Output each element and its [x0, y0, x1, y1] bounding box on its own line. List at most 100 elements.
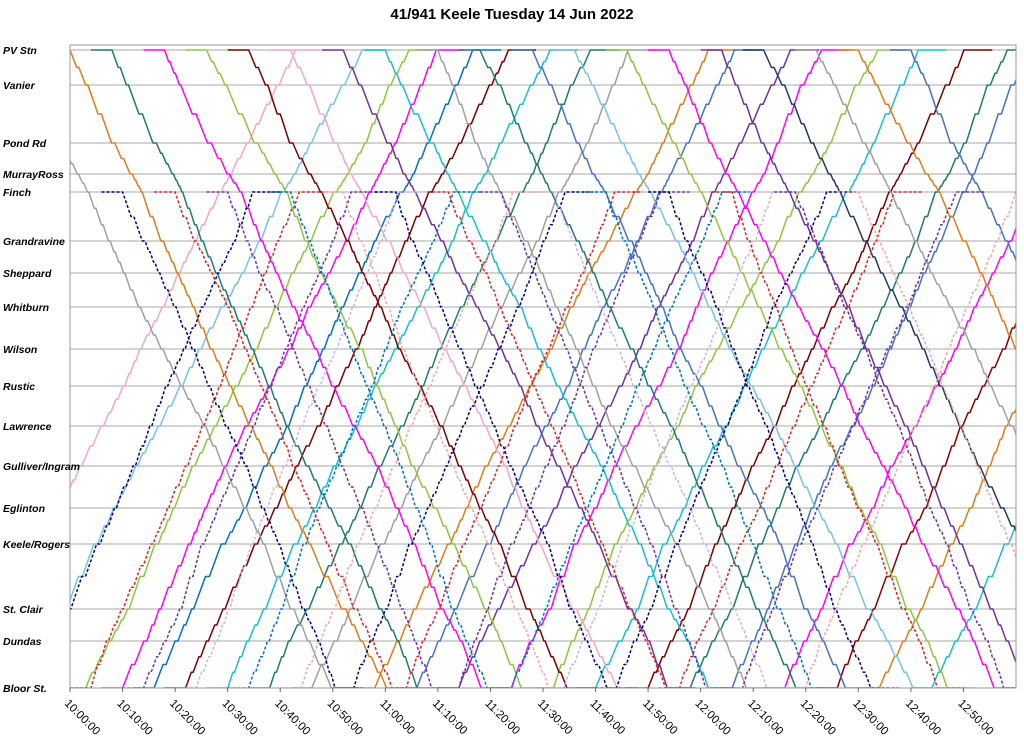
- x-tick-label: 12:40:00: [903, 698, 943, 738]
- series-lines: [70, 49, 1016, 688]
- trip-line-30: [364, 49, 737, 688]
- x-tick-label: 11:40:00: [587, 698, 627, 738]
- trip-line-28: [269, 49, 646, 688]
- trip-line-46: [227, 191, 482, 688]
- x-tick-label: 12:20:00: [798, 698, 838, 738]
- trip-line-20: [858, 407, 1016, 688]
- trip-line-44: [122, 191, 380, 688]
- trip-line-36: [648, 49, 1016, 688]
- x-tick-label: 10:30:00: [220, 698, 260, 738]
- trip-line-52: [543, 191, 800, 688]
- stop-label: Gulliver/Ingram: [3, 461, 80, 473]
- trip-line-66: [585, 191, 839, 688]
- trip-line-51: [490, 191, 750, 688]
- trip-line-24: [91, 49, 445, 688]
- stop-label: Bloor St.: [3, 683, 47, 695]
- plot-area-border: [69, 44, 1017, 689]
- trip-line-33: [511, 49, 875, 688]
- stop-label: PV Stn: [3, 45, 37, 57]
- trip-line-32: [458, 49, 826, 688]
- trip-line-68: [711, 191, 967, 688]
- x-tick-label: 10:40:00: [272, 698, 312, 738]
- trip-line-41: [889, 49, 1016, 263]
- trip-line-49: [385, 191, 643, 688]
- trip-line-42: [70, 191, 281, 610]
- stop-label: Sheppard: [3, 268, 52, 280]
- trip-line-64: [479, 191, 734, 688]
- stop-label: Lawrence: [3, 421, 52, 433]
- trip-line-45: [175, 191, 426, 688]
- trip-line-27: [227, 49, 596, 688]
- trip-line-29: [322, 49, 696, 688]
- x-tick-label: 10:10:00: [114, 698, 154, 738]
- trip-line-21: [910, 525, 1016, 688]
- x-tick-label: 12:30:00: [850, 698, 890, 738]
- trip-line-65: [532, 191, 796, 688]
- x-tick-label: 12:50:00: [955, 698, 995, 738]
- stop-label: Vanier: [3, 80, 36, 92]
- trip-line-23: [70, 49, 415, 688]
- trip-line-12: [490, 49, 850, 688]
- trip-line-6: [206, 49, 578, 688]
- x-tick-label: 11:20:00: [482, 698, 522, 738]
- trip-line-10: [395, 49, 763, 688]
- trip-line-18: [763, 225, 1016, 688]
- x-tick-label: 10:50:00: [325, 698, 365, 738]
- trip-line-11: [437, 49, 819, 688]
- stop-label: Dundas: [3, 636, 42, 648]
- trip-line-1: [70, 49, 391, 603]
- trip-line-5: [164, 49, 537, 688]
- stop-label: Finch: [3, 187, 31, 199]
- trip-line-54: [658, 191, 922, 688]
- stop-label: St. Clair: [3, 604, 44, 616]
- trip-line-56: [784, 191, 1016, 688]
- stop-label: Rustic: [3, 381, 35, 393]
- stop-label: Pond Rd: [3, 138, 47, 150]
- trip-line-43: [70, 191, 328, 688]
- trip-line-22: [70, 158, 361, 688]
- trip-line-60: [269, 191, 516, 688]
- trip-line-69: [774, 191, 1016, 688]
- x-tick-label: 11:10:00: [430, 698, 470, 738]
- trip-line-38: [742, 49, 1016, 533]
- plot-frame: [69, 44, 1017, 689]
- stop-label: MurrayRoss: [3, 169, 64, 181]
- trip-line-67: [648, 191, 899, 688]
- trip-line-35: [606, 49, 975, 688]
- trip-line-3: [101, 49, 465, 688]
- x-tick-label: 12:00:00: [693, 698, 733, 738]
- trip-line-0: [70, 49, 324, 491]
- trip-line-34: [553, 49, 942, 688]
- stop-label: Wilson: [3, 344, 37, 356]
- trip-line-17: [711, 78, 1016, 688]
- trip-line-9: [353, 49, 736, 688]
- trip-line-53: [595, 191, 856, 688]
- trip-line-40: [837, 49, 1016, 350]
- trip-line-39: [795, 49, 1016, 437]
- x-tick-label: 10:00:00: [62, 698, 102, 738]
- trip-line-55: [721, 191, 985, 688]
- trip-line-59: [206, 191, 460, 688]
- x-tick-label: 11:50:00: [640, 698, 680, 738]
- trip-line-70: [837, 191, 1016, 560]
- y-axis-stop-labels: PV Stn Vanier Pond Rd MurrayRoss Finch Grandr…: [3, 45, 80, 695]
- trip-line-61: [322, 191, 577, 688]
- x-tick-label: 12:10:00: [745, 698, 785, 738]
- trip-line-19: [816, 320, 1016, 688]
- trip-line-14: [574, 49, 947, 688]
- trip-line-62: [374, 191, 637, 688]
- stop-label: Whitburn: [3, 302, 49, 314]
- trip-line-15: [627, 49, 993, 688]
- x-tick-label: 11:30:00: [535, 698, 575, 738]
- x-tick-label: 11:00:00: [377, 698, 417, 738]
- trip-line-26: [185, 49, 551, 688]
- trip-line-16: [669, 49, 1016, 688]
- x-tick-label: 10:20:00: [167, 698, 207, 738]
- stop-label: Eglinton: [3, 503, 45, 515]
- trip-line-2: [70, 49, 437, 688]
- trip-line-58: [154, 191, 420, 688]
- trip-line-63: [427, 191, 694, 688]
- stop-label: Grandravine: [3, 236, 65, 248]
- chart-title: 41/941 Keele Tuesday 14 Jun 2022: [390, 6, 634, 23]
